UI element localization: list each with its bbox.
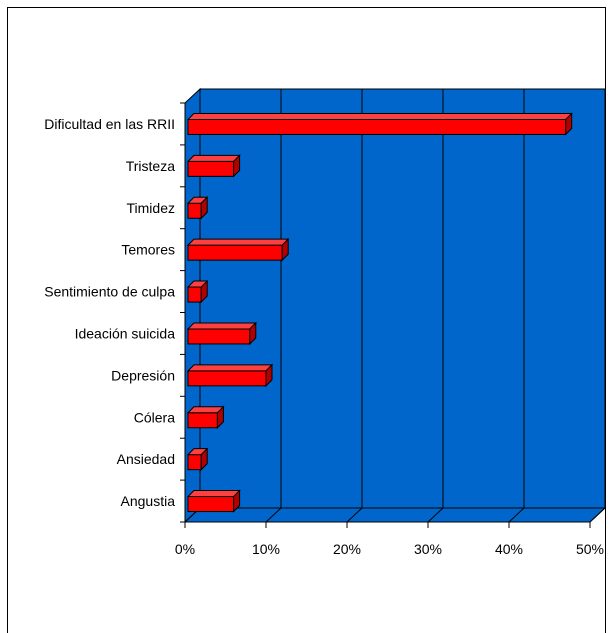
bar-top [186,238,290,246]
category-label: Angustia [121,493,176,509]
bar-side [233,154,241,178]
bar-side [233,489,241,513]
bar-side [249,321,257,346]
x-tick-label: 50% [576,541,604,557]
floor-gridline [589,507,606,523]
bar-top [186,112,573,120]
category-label: Temores [121,242,175,258]
bar [187,118,567,135]
x-tick-label: 30% [414,541,442,557]
bar [187,412,218,429]
plot-floor [183,507,607,523]
bar-top [186,364,274,372]
bar [187,454,202,471]
floor-gridline [265,507,282,523]
x-tick-label: 0% [175,541,195,557]
bar-side [565,112,573,136]
bar-top [186,490,241,498]
x-tick-label: 20% [333,541,361,557]
bar [187,370,267,387]
bar-side [200,196,208,220]
category-label: Cólera [134,409,175,425]
category-label: Ansiedad [117,451,175,467]
bar-side [265,363,273,388]
category-label: Ideación suicida [75,325,176,341]
bar-top [186,154,241,162]
category-label: Sentimiento de culpa [44,284,175,300]
x-tick-label: 40% [495,541,523,557]
bar-top [186,322,258,330]
category-label: Tristeza [126,158,175,174]
bar-side [200,447,208,471]
category-label: Depresión [111,367,175,383]
bar-side [200,279,208,304]
x-tick-label: 10% [252,541,280,557]
category-label: Timidez [127,200,176,216]
bar [187,202,202,219]
floor-gridline [346,507,363,523]
category-label: Dificultad en las RRII [44,116,175,132]
floor-gridline [508,507,525,523]
plot-back-wall [199,88,606,509]
bar [187,160,235,177]
bar [187,286,202,303]
bar [187,244,283,261]
bar [187,328,251,345]
floor-gridline [427,507,444,523]
bar-side [216,405,224,429]
bar [187,496,235,513]
bar-side [281,237,289,262]
